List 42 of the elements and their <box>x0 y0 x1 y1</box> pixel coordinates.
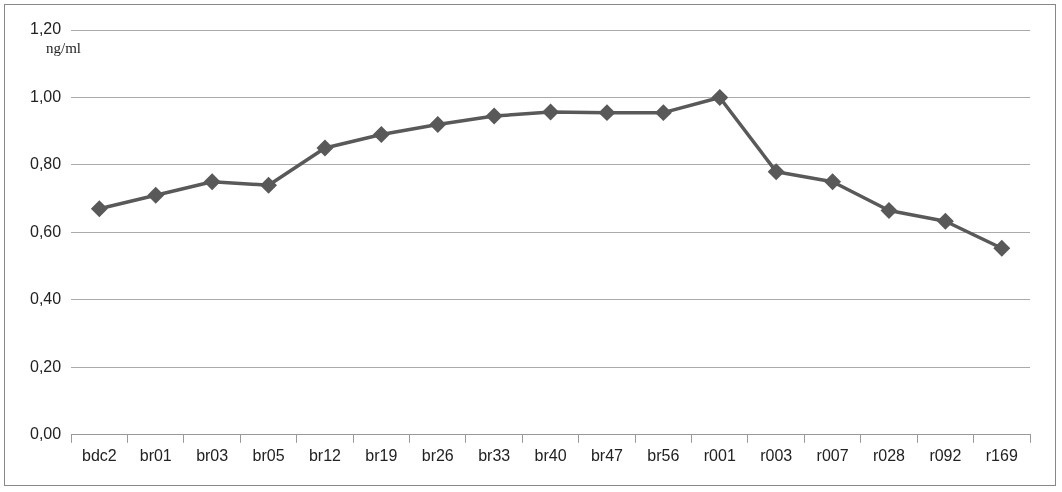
point <box>994 240 1010 257</box>
point <box>881 202 897 219</box>
x-tick-label: br47 <box>590 446 624 464</box>
y-axis-title: ng/ml <box>46 40 82 57</box>
point <box>317 140 333 156</box>
point <box>260 177 277 193</box>
point <box>91 201 108 217</box>
point <box>712 89 728 106</box>
x-tick-label: r028 <box>872 446 906 464</box>
y-tick-label: 0,80 <box>30 155 62 173</box>
point <box>204 174 220 190</box>
y-tick-label: 0,20 <box>30 357 62 375</box>
point <box>373 126 390 143</box>
point <box>599 104 615 121</box>
x-tick-label: br26 <box>421 446 454 464</box>
x-tick-label: r001 <box>703 446 736 464</box>
point <box>937 213 954 230</box>
x-tick-label: br56 <box>647 446 680 464</box>
x-tick-label: r007 <box>816 446 849 464</box>
x-tick-label: br19 <box>365 446 398 464</box>
point <box>430 116 446 133</box>
x-tick-label: br33 <box>478 446 511 464</box>
x-tick-label: br03 <box>196 446 229 464</box>
y-tick-label: 0,00 <box>30 425 62 443</box>
x-tick-label: br05 <box>252 446 285 464</box>
x-tick-label: br01 <box>139 446 172 464</box>
point <box>542 104 559 120</box>
y-tick-label: 0,60 <box>30 222 62 240</box>
y-tick-label: 1,20 <box>30 20 62 38</box>
y-tick-label: 1,00 <box>30 87 62 105</box>
x-tick-label: r092 <box>929 446 962 464</box>
x-tick-label: br12 <box>308 446 342 464</box>
x-tick-label: br40 <box>534 446 567 464</box>
x-tick-label: r169 <box>985 446 1018 464</box>
point <box>148 187 164 204</box>
point <box>655 104 672 121</box>
x-tick-label: bdc2 <box>81 446 117 464</box>
point <box>768 163 784 180</box>
point <box>824 174 841 190</box>
x-tick-label: r003 <box>760 446 793 464</box>
y-tick-label: 0,40 <box>30 290 62 308</box>
point <box>486 108 502 124</box>
